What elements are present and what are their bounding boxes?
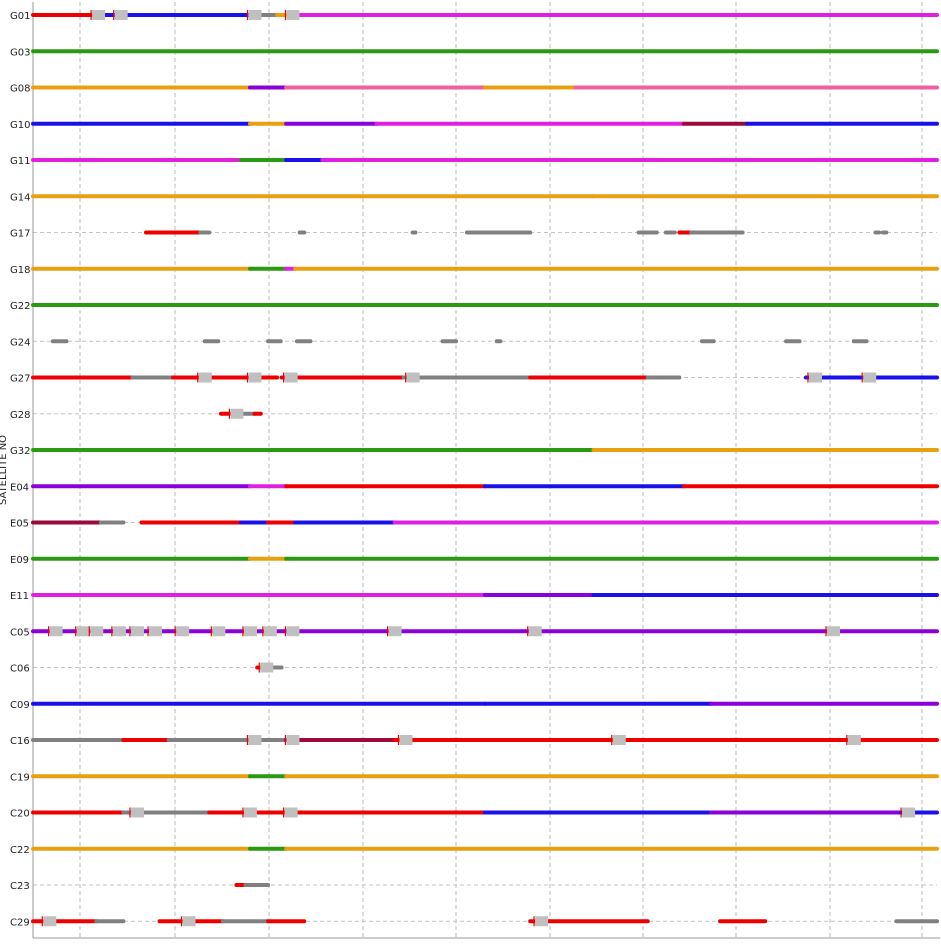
satellite-label-E05: E05 [10,519,29,530]
satellite-label-C16: C16 [10,736,30,747]
satellite-tracks [31,10,939,927]
y-axis-label: SATELLITE NO [0,435,9,505]
satellite-label-C19: C19 [10,772,30,783]
track-C29 [31,916,939,927]
gap-marker-C20-3 [902,807,916,818]
gap-marker-G27-1 [248,372,262,383]
gap-marker-C05-10 [286,626,300,637]
gap-marker-G01-0 [92,10,106,20]
gap-marker-C05-9 [263,626,277,637]
track-C05 [31,626,939,637]
track-C16 [31,735,939,745]
satellite-label-G18: G18 [10,265,30,276]
satellite-labels: G01 G03 G08 G10 G11 G14 G17 G18 G22 G24 G27 G28 G32 E… [10,11,30,928]
gap-marker-C20-2 [284,807,298,818]
satellite-label-G03: G03 [10,47,30,58]
gap-marker-G27-0 [198,372,212,383]
satellite-label-G22: G22 [10,301,30,312]
gap-marker-C20-0 [130,807,144,818]
gap-marker-G01-1 [114,10,128,20]
satellite-label-G27: G27 [10,374,30,385]
gap-marker-C29-2 [535,916,549,927]
satellite-label-E04: E04 [10,482,29,493]
gap-marker-C16-3 [612,735,626,745]
satellite-label-C22: C22 [10,845,30,856]
track-C06 [255,662,284,673]
gap-marker-G01-2 [248,10,262,20]
satellite-label-G32: G32 [10,446,30,457]
gap-marker-C05-4 [130,626,144,637]
gap-marker-C05-3 [112,626,126,637]
satellite-label-G28: G28 [10,410,30,421]
gap-marker-C05-6 [176,626,190,637]
satellite-label-C09: C09 [10,700,30,711]
satellite-label-C06: C06 [10,664,30,675]
track-G27 [31,372,939,383]
gap-marker-C05-5 [149,626,163,637]
gap-marker-C29-0 [43,916,57,927]
satellite-label-G10: G10 [10,120,30,131]
gap-marker-C29-1 [182,916,196,927]
gap-marker-C16-0 [248,735,262,745]
gap-marker-C06-0 [260,662,274,673]
satellite-label-G11: G11 [10,156,30,167]
gap-marker-G01-3 [286,10,300,20]
satellite-label-E09: E09 [10,555,29,566]
gap-marker-C16-4 [847,735,861,745]
satellite-label-C20: C20 [10,809,30,820]
gap-marker-C05-12 [528,626,542,637]
satellite-label-G17: G17 [10,229,30,240]
gap-marker-C05-2 [90,626,104,637]
gap-marker-C20-1 [243,807,257,818]
satellite-label-G14: G14 [10,192,30,203]
track-G01 [31,10,939,20]
satellite-label-C23: C23 [10,881,30,892]
satellite-label-G01: G01 [10,11,30,22]
satellite-label-E11: E11 [10,591,29,602]
track-C20 [31,807,939,818]
gap-marker-C05-11 [388,626,402,637]
gap-marker-C05-8 [243,626,257,637]
grid [33,2,937,938]
satellite-label-G24: G24 [10,337,30,348]
gap-marker-C05-13 [827,626,841,637]
gap-marker-G27-4 [808,372,822,383]
gap-marker-C16-1 [286,735,300,745]
track-G28 [219,408,263,419]
gap-marker-C16-2 [399,735,413,745]
gap-marker-G27-3 [406,372,420,383]
gap-marker-G27-5 [863,372,877,383]
plot-frame [32,2,940,939]
gap-marker-C05-0 [49,626,63,637]
satellite-label-G08: G08 [10,84,30,95]
satellite-label-C29: C29 [10,917,30,928]
gap-marker-C05-1 [76,626,90,637]
satellite-label-C05: C05 [10,627,30,638]
gap-marker-G27-2 [284,372,298,383]
gap-marker-C05-7 [212,626,226,637]
gap-marker-G28-0 [230,408,244,419]
